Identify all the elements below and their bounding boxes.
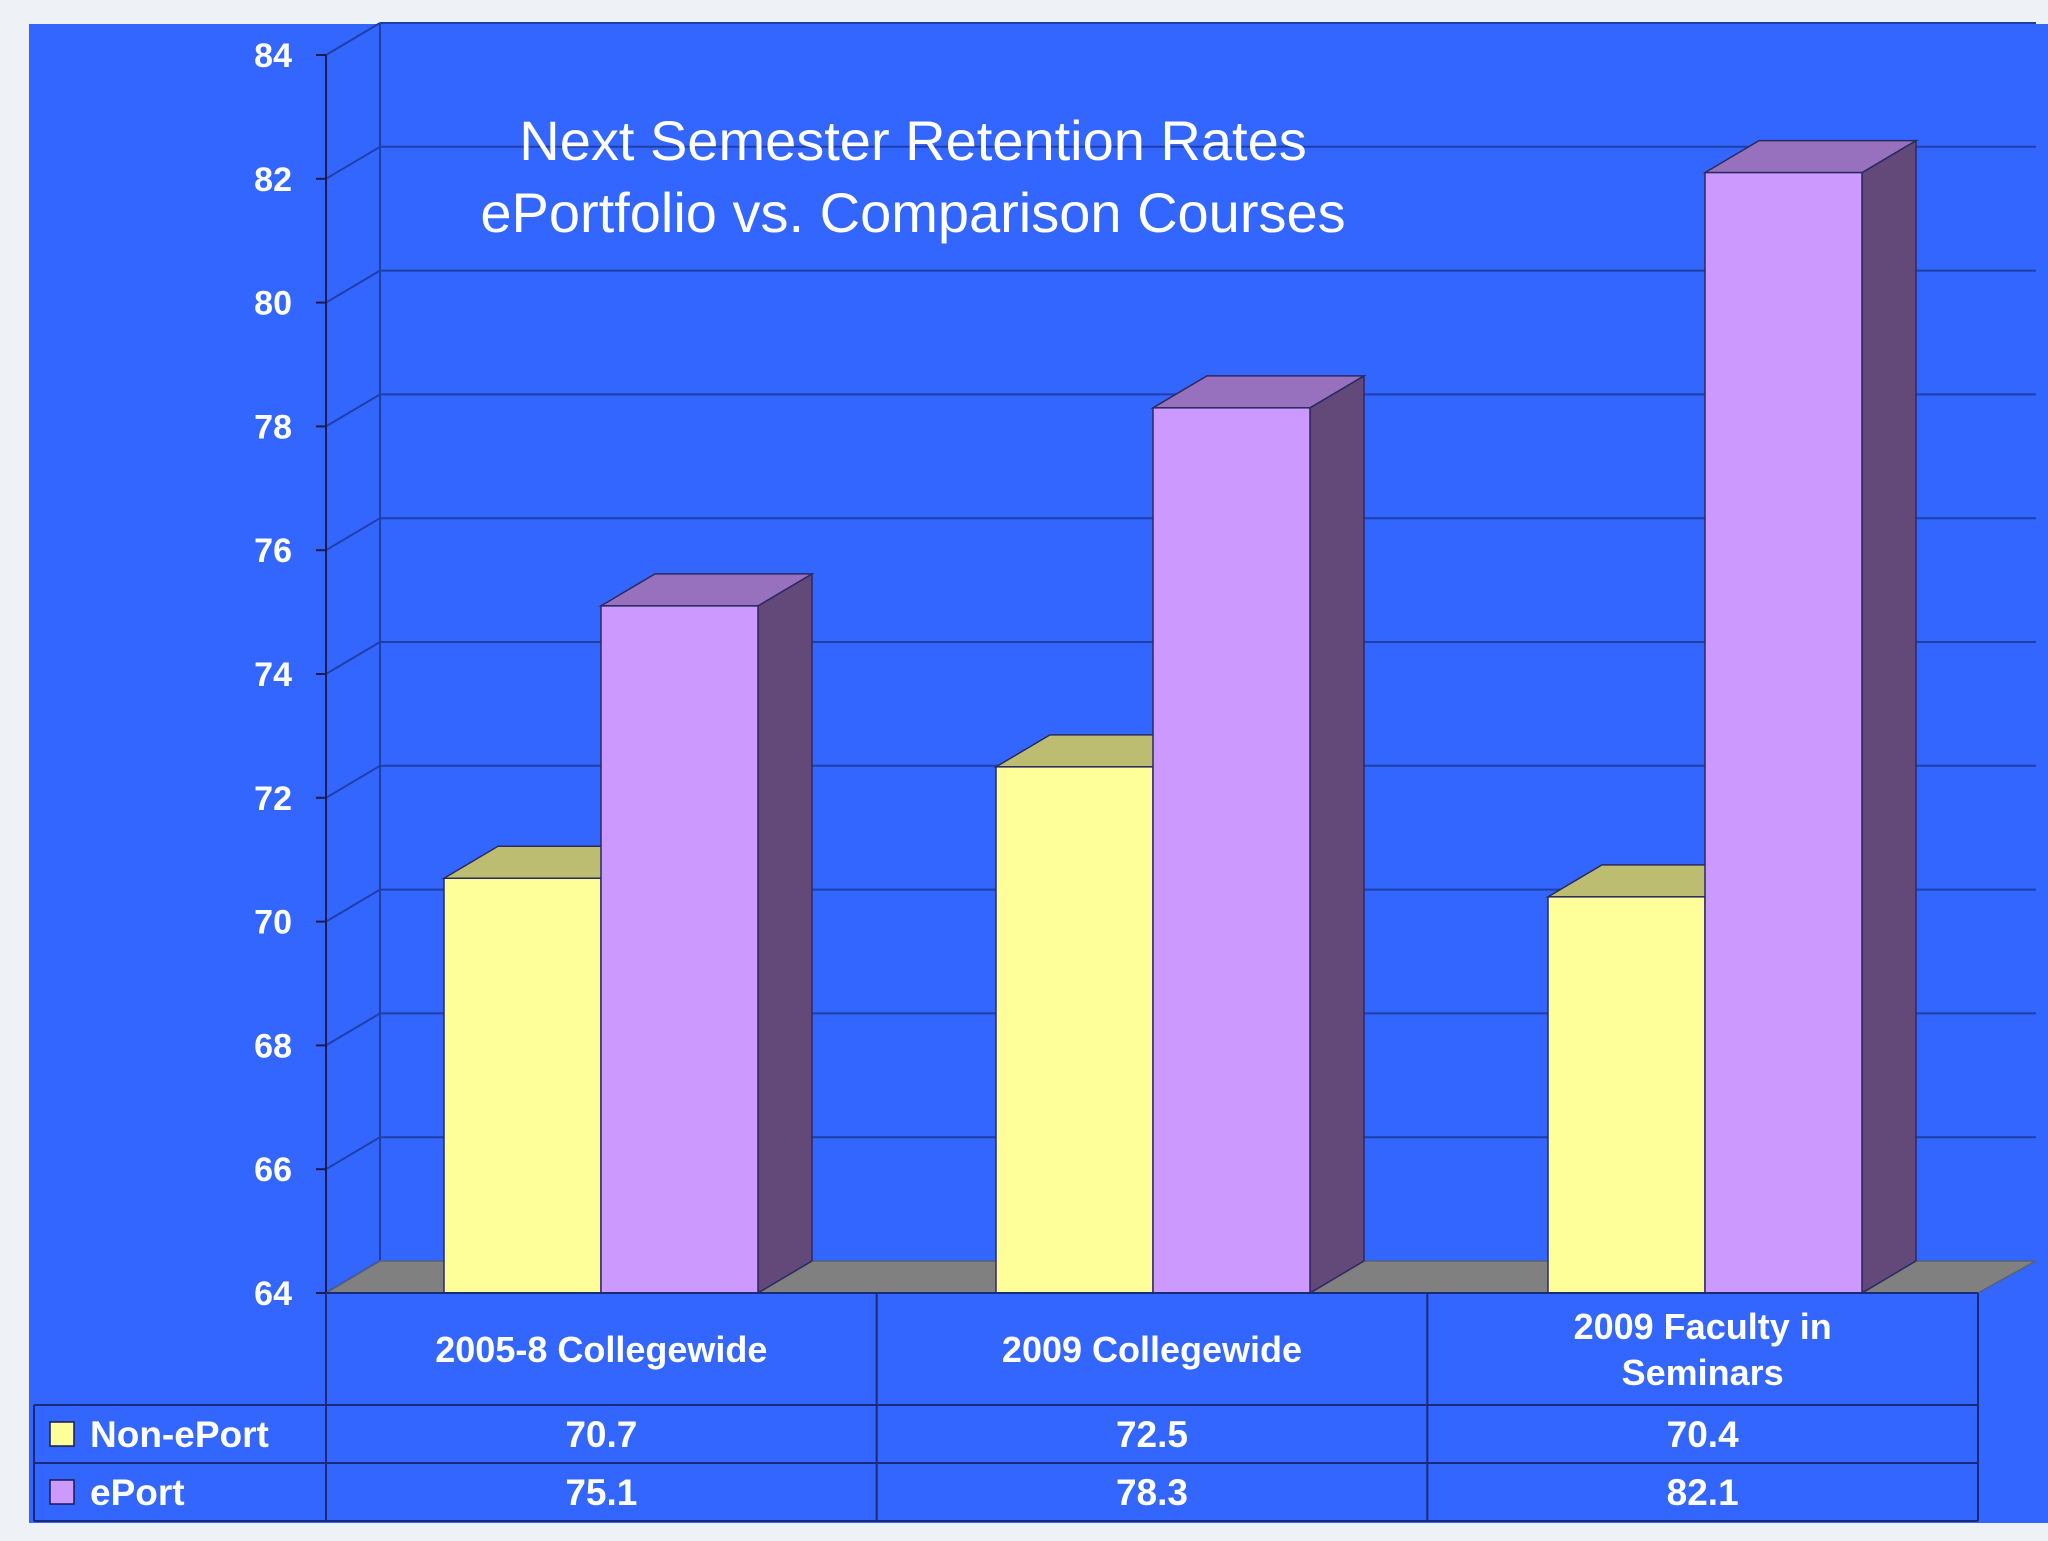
y-tick-label: 82 (254, 161, 292, 199)
gridline-side (325, 517, 381, 552)
gridline-side (325, 22, 381, 56)
y-tick-label: 66 (254, 1151, 292, 1189)
gridline-side (325, 641, 381, 675)
bar-eport-3 (1702, 139, 1919, 1295)
gridline-side (325, 393, 381, 428)
gridline-side (325, 269, 381, 304)
bar-front (1152, 407, 1311, 1294)
y-tick-label: 76 (254, 532, 292, 570)
legend-label: Non-ePort (90, 1414, 269, 1455)
data-label: 72.5 (1116, 1414, 1188, 1455)
y-tick-label: 78 (254, 408, 292, 446)
legend-swatch (49, 1479, 75, 1505)
bar-side (1861, 139, 1917, 1295)
bar-front (1547, 896, 1706, 1294)
data-label: 75.1 (565, 1472, 637, 1513)
y-tick-label: 80 (254, 285, 292, 323)
bar-front (443, 877, 602, 1294)
legend-label: ePort (90, 1472, 185, 1513)
y-tick-label: 72 (254, 780, 292, 818)
x-category-label: 2009 Faculty in Seminars (1574, 1306, 1832, 1393)
gridline-side (325, 1136, 381, 1171)
bars (441, 139, 1919, 1295)
y-tick-label: 74 (254, 656, 292, 694)
x-category-label: 2005-8 Collegewide (435, 1329, 767, 1370)
y-tick-label: 84 (254, 37, 292, 75)
data-label: 78.3 (1116, 1472, 1188, 1513)
gridline-side (325, 888, 381, 923)
legend-swatch (49, 1421, 75, 1447)
data-label: 70.4 (1667, 1414, 1739, 1455)
chart-title-line-2: ePortfolio vs. Comparison Courses (480, 181, 1345, 244)
data-label: 70.7 (565, 1414, 637, 1455)
chart-title-line-1: Next Semester Retention Rates (519, 109, 1306, 172)
bar-front (600, 605, 759, 1294)
bar-eport-2 (1150, 374, 1367, 1295)
bar-side (1309, 374, 1365, 1295)
gridline-side (325, 1012, 381, 1047)
y-tick-label: 68 (254, 1027, 292, 1065)
gridline-side (325, 764, 381, 799)
y-tick-label: 64 (254, 1275, 292, 1313)
y-axis: 64 66 68 70 72 74 76 78 80 82 84 (254, 37, 327, 1313)
bar-eport-1 (598, 572, 815, 1295)
x-category-label: 2009 Collegewide (1002, 1329, 1302, 1370)
y-tick-label: 70 (254, 904, 292, 942)
chart-title: Next Semester Retention Rates ePortfolio… (480, 109, 1345, 244)
data-table: 2005-8 Collegewide 2009 Collegewide 2009 F… (33, 1292, 1979, 1522)
bar-front (1704, 171, 1863, 1294)
bar-side (757, 572, 813, 1295)
bar-front (995, 766, 1154, 1294)
data-label: 82.1 (1667, 1472, 1739, 1513)
gridline-side (325, 145, 381, 180)
